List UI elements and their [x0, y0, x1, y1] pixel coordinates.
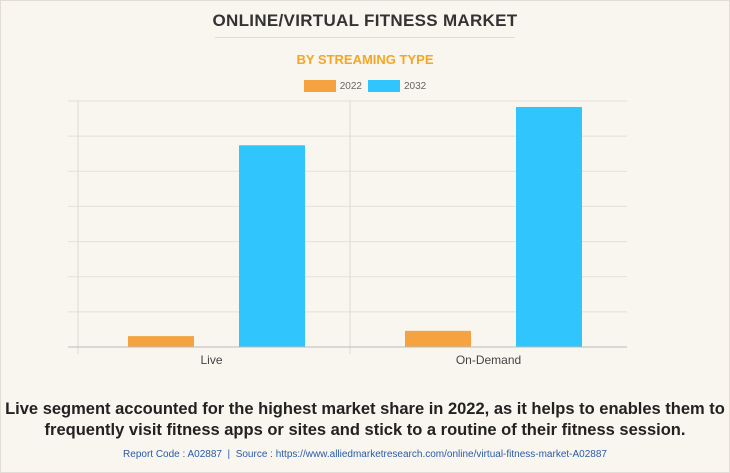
x-tick-label: Live [200, 353, 222, 367]
bar-live-2022 [128, 336, 194, 347]
legend-item-2022[interactable]: 2022 [303, 80, 362, 92]
bar-on-demand-2022 [405, 330, 471, 347]
bar-live-2032 [239, 145, 305, 347]
legend-label: 2032 [404, 80, 427, 92]
title-divider [215, 37, 515, 38]
legend-label: 2022 [339, 80, 362, 92]
caption-line: Live segment accounted for the highest m… [5, 400, 725, 418]
chart-subtitle: BY STREAMING TYPE [296, 52, 434, 67]
bar-chart: Live On-Demand [68, 100, 627, 367]
legend-swatch [368, 80, 400, 92]
source-footer: Report Code : A02887 | Source : https://… [123, 449, 607, 460]
chart-title: ONLINE/VIRTUAL FITNESS MARKET [212, 11, 518, 30]
bar-on-demand-2032 [516, 106, 582, 347]
x-tick-label: On-Demand [456, 353, 521, 367]
caption: Live segment accounted for the highest m… [0, 399, 730, 441]
legend: 2022 2032 [0, 80, 730, 92]
caption-line: frequently visit fitness apps or sites a… [44, 421, 686, 439]
legend-swatch [303, 80, 336, 92]
legend-item-2032[interactable]: 2032 [368, 80, 426, 92]
